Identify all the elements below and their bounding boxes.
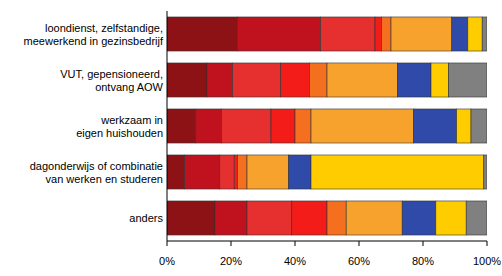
bar-segment	[375, 17, 381, 51]
bar-segment	[436, 201, 466, 235]
bar-segment	[484, 155, 487, 189]
bar-segment	[207, 63, 233, 97]
bar-segment	[413, 109, 456, 143]
bar-segment	[215, 201, 247, 235]
bar-segment	[327, 63, 397, 97]
bar-segment	[466, 201, 487, 235]
x-tick	[487, 241, 488, 246]
bar-segment	[449, 63, 487, 97]
bar-segment	[402, 201, 436, 235]
category-label: loondienst, zelfstandige,meewerkend in g…	[24, 22, 164, 47]
bar-segment	[185, 155, 220, 189]
bar-segment	[196, 109, 222, 143]
bars	[167, 17, 487, 235]
bar-segment	[397, 63, 431, 97]
bar-segment	[167, 17, 237, 51]
bar-segment	[327, 201, 346, 235]
bar-segment	[471, 109, 487, 143]
bar-segment	[234, 155, 237, 189]
x-tick-label: 20%	[220, 255, 242, 267]
bar-segment	[289, 155, 311, 189]
x-tick	[359, 241, 360, 246]
bar-segment	[391, 17, 452, 51]
bar-segment	[237, 155, 247, 189]
bar-segment	[237, 17, 320, 51]
bar-segment	[220, 155, 234, 189]
category-label: werkzaam ineigen huishouden	[76, 114, 163, 139]
bar-segment	[457, 109, 471, 143]
bar-segment	[309, 63, 327, 97]
bar-segment	[167, 155, 185, 189]
x-tick	[295, 241, 296, 246]
bar-segment	[292, 201, 327, 235]
bar-segment	[431, 63, 449, 97]
bar-segment	[167, 201, 215, 235]
x-tick-label: 40%	[284, 255, 306, 267]
bar-segment	[167, 63, 207, 97]
y-axis	[167, 11, 168, 241]
x-axis	[167, 241, 487, 242]
bar-segment	[271, 109, 295, 143]
chart: 0% 20% 40% 60% 80% 100% loondienst, zelfstandi…	[0, 0, 502, 276]
category-label: VUT, gepensioneerd,ontvang AOW	[60, 68, 163, 93]
bar-segment	[247, 155, 289, 189]
bar-segment	[221, 109, 271, 143]
bar-segment	[247, 201, 292, 235]
x-tick	[423, 241, 424, 246]
bar-segment	[452, 17, 468, 51]
bar-segment	[281, 63, 310, 97]
bar-segment	[233, 63, 281, 97]
x-tick	[167, 241, 168, 246]
x-tick	[231, 241, 232, 246]
x-tick-label: 0%	[159, 255, 175, 267]
bar-segment	[311, 155, 484, 189]
x-tick-label: 80%	[412, 255, 434, 267]
bar-segment	[468, 17, 482, 51]
category-label: dagonderwijs of combinatievan werken en …	[30, 160, 163, 185]
x-tick-label: 60%	[348, 255, 370, 267]
bar-segment	[167, 109, 196, 143]
bar-segment	[482, 17, 487, 51]
bar-segment	[311, 109, 413, 143]
bar-segment	[346, 201, 402, 235]
bar-segment	[381, 17, 391, 51]
category-label: anders	[129, 212, 163, 224]
x-tick-label: 100%	[473, 255, 501, 267]
bar-segment	[321, 17, 375, 51]
bar-segment	[295, 109, 311, 143]
